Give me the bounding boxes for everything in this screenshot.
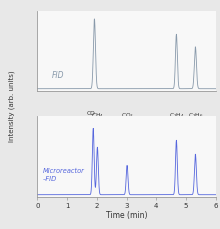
Text: Intensity (arb. units): Intensity (arb. units) xyxy=(9,70,15,141)
Text: Microreactor
–FID: Microreactor –FID xyxy=(43,167,85,181)
Text: CO: CO xyxy=(86,111,95,116)
X-axis label: Time (min): Time (min) xyxy=(106,210,147,219)
Text: CO$_2$: CO$_2$ xyxy=(121,111,134,120)
Text: FID: FID xyxy=(52,71,64,79)
Text: CH$_4$: CH$_4$ xyxy=(91,111,104,120)
Text: C$_2$H$_4$: C$_2$H$_4$ xyxy=(169,111,184,120)
Text: C$_2$H$_6$: C$_2$H$_6$ xyxy=(188,111,203,120)
